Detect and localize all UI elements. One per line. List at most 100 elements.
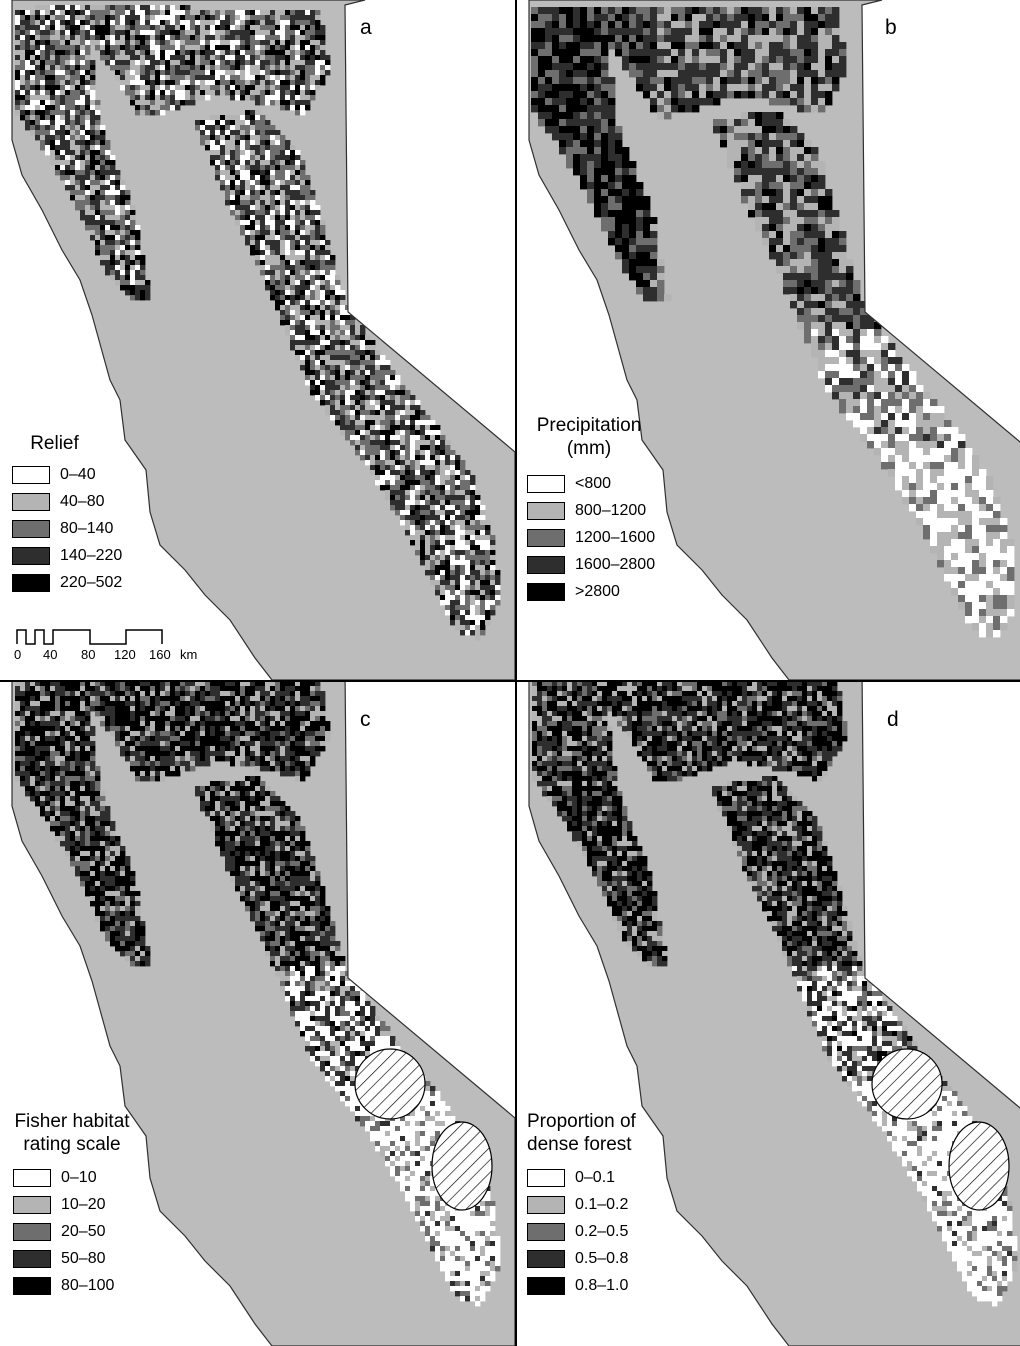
raster-cell xyxy=(230,80,236,86)
raster-cell xyxy=(90,110,96,116)
raster-cell xyxy=(415,435,421,441)
raster-cell xyxy=(420,560,426,566)
raster-cell xyxy=(699,91,707,99)
raster-cell xyxy=(40,60,46,66)
raster-cell xyxy=(280,10,286,16)
raster-cell xyxy=(881,336,889,344)
raster-cell xyxy=(741,126,749,134)
raster-cell xyxy=(115,35,121,41)
raster-cell xyxy=(415,415,421,421)
raster-cell xyxy=(250,170,256,176)
raster-cell xyxy=(310,215,316,221)
raster-cell xyxy=(105,40,111,46)
raster-cell xyxy=(300,90,306,96)
raster-cell xyxy=(155,25,161,31)
raster-cell xyxy=(664,63,672,71)
raster-cell xyxy=(465,510,471,516)
raster-cell xyxy=(545,21,553,29)
raster-cell xyxy=(325,315,331,321)
raster-cell xyxy=(15,60,21,66)
raster-cell xyxy=(790,189,798,197)
raster-cell xyxy=(335,420,341,426)
raster-cell xyxy=(643,35,651,43)
raster-cell xyxy=(125,205,131,211)
raster-cell xyxy=(460,520,466,526)
raster-cell xyxy=(390,465,396,471)
raster-cell xyxy=(460,540,466,546)
raster-cell xyxy=(55,140,61,146)
raster-cell xyxy=(916,497,924,505)
raster-cell xyxy=(100,210,106,216)
raster-cell xyxy=(755,224,763,232)
raster-cell xyxy=(902,469,910,477)
raster-cell xyxy=(140,25,146,31)
raster-cell xyxy=(100,165,106,171)
raster-cell xyxy=(105,140,111,146)
raster-cell xyxy=(280,95,286,101)
raster-cell xyxy=(115,75,121,81)
raster-cell xyxy=(305,225,311,231)
raster-cell xyxy=(385,495,391,501)
raster-cell xyxy=(80,100,86,106)
raster-cell xyxy=(839,406,847,414)
raster-cell xyxy=(250,95,256,101)
raster-cell xyxy=(643,287,651,295)
raster-cell xyxy=(285,65,291,71)
raster-cell xyxy=(185,55,191,61)
raster-cell xyxy=(300,190,306,196)
raster-cell xyxy=(783,133,791,141)
raster-cell xyxy=(629,203,637,211)
raster-cell xyxy=(120,195,126,201)
raster-cell xyxy=(240,40,246,46)
raster-cell xyxy=(105,45,111,51)
raster-cell xyxy=(755,182,763,190)
raster-cell xyxy=(40,20,46,26)
raster-cell xyxy=(480,625,486,631)
raster-cell xyxy=(300,200,306,206)
raster-cell xyxy=(325,340,331,346)
raster-cell xyxy=(255,225,261,231)
raster-cell xyxy=(250,240,256,246)
raster-cell xyxy=(657,287,665,295)
raster-cell xyxy=(135,35,141,41)
raster-cell xyxy=(285,35,291,41)
raster-cell xyxy=(657,98,665,106)
raster-cell xyxy=(559,42,567,50)
raster-cell xyxy=(340,305,346,311)
raster-cell xyxy=(245,150,251,156)
raster-cell xyxy=(748,28,756,36)
raster-cell xyxy=(552,70,560,78)
raster-cell xyxy=(185,80,191,86)
raster-cell xyxy=(475,505,481,511)
raster-cell xyxy=(175,15,181,21)
raster-cell xyxy=(120,40,126,46)
raster-cell xyxy=(832,14,840,22)
raster-cell xyxy=(335,355,341,361)
raster-cell xyxy=(811,196,819,204)
raster-cell xyxy=(125,235,131,241)
raster-cell xyxy=(420,535,426,541)
raster-cell xyxy=(1007,546,1015,554)
raster-cell xyxy=(902,371,910,379)
raster-cell xyxy=(485,610,491,616)
raster-cell xyxy=(205,120,211,126)
raster-cell xyxy=(410,540,416,546)
raster-cell xyxy=(832,322,840,330)
raster-cell xyxy=(305,195,311,201)
raster-cell xyxy=(340,340,346,346)
raster-cell xyxy=(55,50,61,56)
raster-cell xyxy=(295,165,301,171)
raster-cell xyxy=(345,410,351,416)
raster-cell xyxy=(846,378,854,386)
raster-cell xyxy=(240,15,246,21)
raster-cell xyxy=(958,511,966,519)
raster-cell xyxy=(275,180,281,186)
raster-cell xyxy=(573,84,581,92)
raster-cell xyxy=(255,140,261,146)
raster-cell xyxy=(340,345,346,351)
raster-cell xyxy=(35,135,41,141)
raster-cell xyxy=(315,375,321,381)
raster-cell xyxy=(340,425,346,431)
raster-cell xyxy=(130,295,136,301)
raster-cell xyxy=(797,154,805,162)
